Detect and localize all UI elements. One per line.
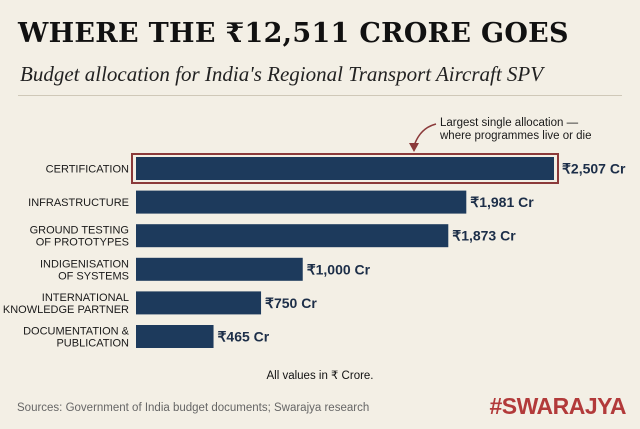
- bar-1: [136, 190, 467, 214]
- data-label-3: ₹1,000 Cr: [307, 261, 371, 277]
- chart-title: WHERE THE ₹12,511 CRORE GOES: [18, 18, 569, 49]
- brand-logo: #SWARAJYA: [489, 393, 626, 419]
- highlight-box: [131, 153, 559, 184]
- category-label-2: OF PROTOTYPES: [36, 237, 129, 249]
- annotation-arrow: [413, 123, 437, 147]
- category-label-3: OF SYSTEMS: [58, 270, 129, 282]
- bar-0: [136, 157, 554, 180]
- bar-2: [136, 224, 449, 248]
- data-label-1: ₹1,981 Cr: [470, 194, 534, 210]
- divider: [18, 95, 622, 96]
- bar-3: [136, 257, 303, 281]
- data-label-2: ₹1,873 Cr: [452, 228, 516, 244]
- data-label-4: ₹750 Cr: [265, 295, 317, 311]
- bar-4: [136, 291, 262, 315]
- category-label-4: INTERNATIONAL: [42, 292, 129, 304]
- source-text: Sources: Government of India budget docu…: [17, 402, 370, 414]
- category-label-4: KNOWLEDGE PARTNER: [3, 304, 129, 316]
- bar-5: [136, 325, 214, 348]
- category-label-3: INDIGENISATION: [40, 258, 129, 270]
- annotation-text: Largest single allocation —: [440, 117, 579, 129]
- units-note: All values in ₹ Crore.: [266, 370, 374, 382]
- data-label-0: ₹2,507 Cr: [562, 161, 626, 177]
- category-label-0: CERTIFICATION: [46, 164, 129, 176]
- category-label-5: PUBLICATION: [56, 338, 129, 350]
- category-label-1: INFRASTRUCTURE: [28, 197, 129, 209]
- annotation-arrowhead: [409, 143, 419, 152]
- data-label-5: ₹465 Cr: [218, 329, 270, 345]
- chart-subtitle: Budget allocation for India's Regional T…: [20, 62, 544, 86]
- annotation-text: where programmes live or die: [439, 130, 591, 142]
- category-label-5: DOCUMENTATION &: [23, 326, 130, 338]
- category-label-2: GROUND TESTING: [30, 225, 129, 237]
